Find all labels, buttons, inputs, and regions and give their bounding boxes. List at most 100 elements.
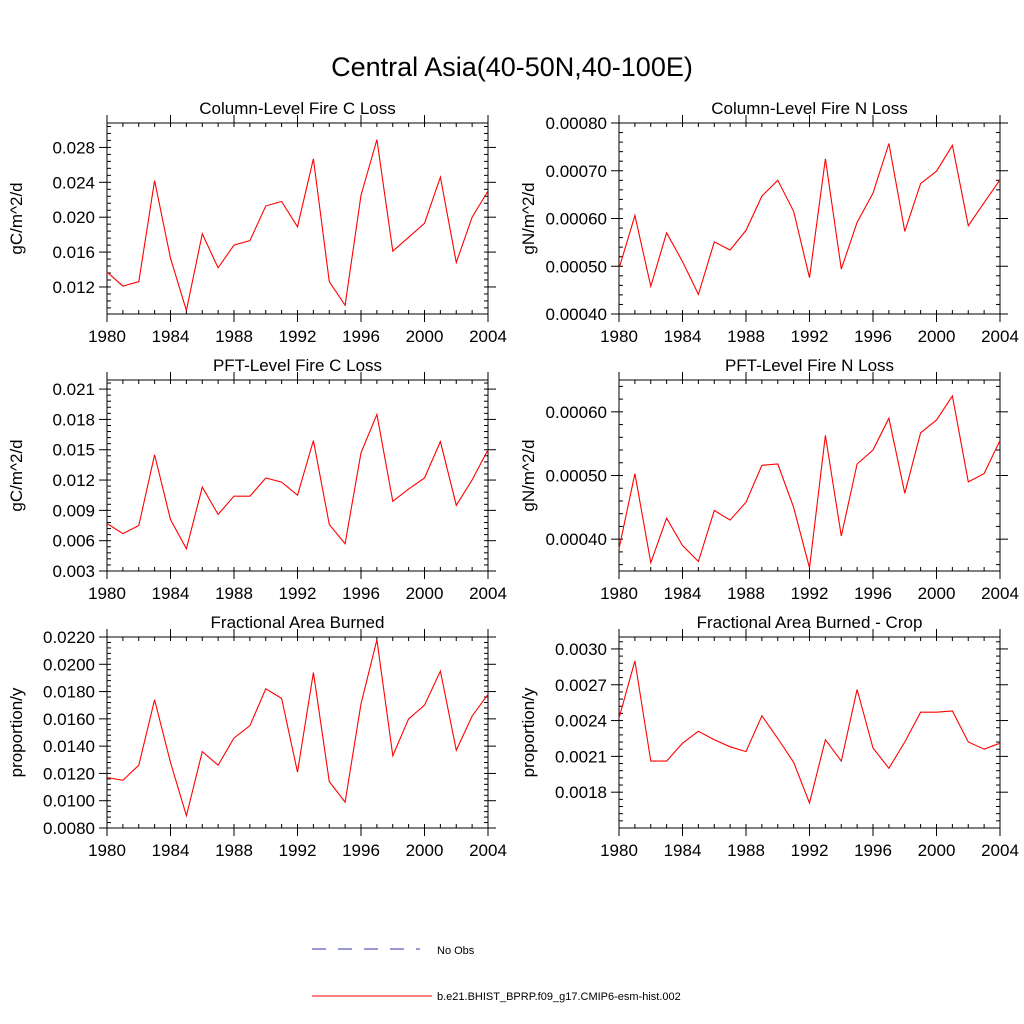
plot-frame — [106, 122, 489, 315]
figure-title: Central Asia(40-50N,40-100E) — [331, 52, 693, 82]
chart-panel: PFT-Level Fire C Loss gC/m^2/d 1980 1984 198… — [7, 356, 507, 603]
x-tick-label: 1992 — [791, 327, 829, 346]
series-line — [618, 394, 1001, 568]
x-tick-label: 1988 — [215, 327, 253, 346]
chart-panel: Column-Level Fire C Loss gC/m^2/d 1980 1984… — [7, 99, 507, 346]
legend-model-label: b.e21.BHIST_BPRP.f09_g17.CMIP6-esm-hist.… — [437, 991, 681, 1003]
series-line — [106, 639, 489, 818]
y-tick-label: 0.015 — [52, 441, 95, 460]
x-tick-label: 1984 — [664, 841, 702, 860]
x-tick-label: 1984 — [152, 327, 190, 346]
x-tick-label: 2004 — [469, 327, 507, 346]
x-tick-label: 1992 — [279, 841, 317, 860]
x-tick-label: 1992 — [279, 584, 317, 603]
x-tick-label: 2004 — [469, 584, 507, 603]
panel-title: PFT-Level Fire N Loss — [725, 356, 894, 375]
x-tick-label: 1996 — [854, 584, 892, 603]
y-tick-label: 0.018 — [52, 410, 95, 429]
series-line — [618, 143, 1001, 296]
x-tick-label: 1996 — [342, 327, 380, 346]
y-tick-label: 0.0200 — [43, 655, 95, 674]
x-tick-label: 1980 — [88, 584, 126, 603]
x-tick-label: 1984 — [664, 327, 702, 346]
panels: Column-Level Fire C Loss gC/m^2/d 1980 1984… — [7, 99, 1019, 860]
y-tick-label: 0.00060 — [546, 210, 607, 229]
y-axis-label: gN/m^2/d — [519, 439, 538, 511]
x-tick-label: 2004 — [469, 841, 507, 860]
y-tick-label: 0.021 — [52, 380, 95, 399]
x-tick-label: 1996 — [854, 841, 892, 860]
legend-obs-label: No Obs — [437, 945, 475, 957]
y-tick-label: 0.0120 — [43, 764, 95, 783]
x-tick-label: 1992 — [791, 584, 829, 603]
y-tick-label: 0.0030 — [555, 640, 607, 659]
y-tick-label: 0.00050 — [546, 467, 607, 486]
x-tick-label: 1980 — [600, 584, 638, 603]
x-tick-label: 2000 — [406, 327, 444, 346]
x-tick-label: 1988 — [727, 584, 765, 603]
chart-panel: Column-Level Fire N Loss gN/m^2/d 1980 1984… — [519, 99, 1019, 346]
y-axis-label: gC/m^2/d — [7, 182, 26, 254]
x-tick-label: 1996 — [342, 841, 380, 860]
y-tick-label: 0.0100 — [43, 792, 95, 811]
x-tick-label: 2004 — [981, 327, 1019, 346]
x-tick-label: 1980 — [600, 327, 638, 346]
plot-frame — [618, 122, 1001, 315]
y-tick-label: 0.0024 — [555, 712, 607, 731]
x-tick-label: 1992 — [791, 841, 829, 860]
y-axis-label: gC/m^2/d — [7, 439, 26, 511]
x-tick-label: 1992 — [279, 327, 317, 346]
chart-panel: PFT-Level Fire N Loss gN/m^2/d 1980 1984 198… — [519, 356, 1019, 603]
x-tick-label: 2000 — [918, 584, 956, 603]
y-tick-label: 0.024 — [52, 173, 95, 192]
y-tick-label: 0.0220 — [43, 628, 95, 647]
y-tick-label: 0.00040 — [546, 305, 607, 324]
x-tick-label: 1988 — [727, 327, 765, 346]
x-tick-label: 1996 — [854, 327, 892, 346]
x-tick-label: 1996 — [342, 584, 380, 603]
x-tick-label: 1980 — [88, 841, 126, 860]
x-tick-label: 1988 — [215, 841, 253, 860]
chart-panel: Fractional Area Burned proportion/y 1980 19… — [7, 613, 507, 860]
x-tick-label: 2000 — [918, 327, 956, 346]
y-tick-label: 0.006 — [52, 532, 95, 551]
panel-title: Fractional Area Burned - Crop — [697, 613, 923, 632]
y-tick-label: 0.0021 — [555, 747, 607, 766]
series-line — [106, 139, 489, 311]
x-tick-label: 2004 — [981, 584, 1019, 603]
y-axis-label: proportion/y — [519, 687, 538, 777]
plot-frame — [106, 636, 489, 829]
y-tick-label: 0.020 — [52, 208, 95, 227]
y-tick-label: 0.012 — [52, 471, 95, 490]
panel-title: PFT-Level Fire C Loss — [213, 356, 382, 375]
y-tick-label: 0.0080 — [43, 819, 95, 838]
x-tick-label: 2000 — [406, 584, 444, 603]
y-axis-label: gN/m^2/d — [519, 182, 538, 254]
y-tick-label: 0.0180 — [43, 683, 95, 702]
x-tick-label: 1988 — [215, 584, 253, 603]
x-tick-label: 1980 — [600, 841, 638, 860]
y-tick-label: 0.00070 — [546, 162, 607, 181]
x-tick-label: 2000 — [406, 841, 444, 860]
x-tick-label: 2004 — [981, 841, 1019, 860]
y-tick-label: 0.012 — [52, 278, 95, 297]
x-tick-label: 1980 — [88, 327, 126, 346]
x-tick-label: 1988 — [727, 841, 765, 860]
x-tick-label: 2000 — [918, 841, 956, 860]
y-tick-label: 0.0018 — [555, 783, 607, 802]
series-line — [618, 660, 1001, 805]
y-tick-label: 0.003 — [52, 562, 95, 581]
plot-frame — [618, 379, 1001, 572]
y-tick-label: 0.0140 — [43, 737, 95, 756]
x-tick-label: 1984 — [152, 841, 190, 860]
y-tick-label: 0.00050 — [546, 257, 607, 276]
y-tick-label: 0.009 — [52, 501, 95, 520]
y-tick-label: 0.0027 — [555, 676, 607, 695]
y-tick-label: 0.0160 — [43, 710, 95, 729]
panel-title: Column-Level Fire N Loss — [711, 99, 908, 118]
y-tick-label: 0.00060 — [546, 403, 607, 422]
chart-panel: Fractional Area Burned - Crop proportion/… — [519, 613, 1019, 860]
y-axis-label: proportion/y — [7, 687, 26, 777]
y-tick-label: 0.00080 — [546, 114, 607, 133]
y-tick-label: 0.028 — [52, 138, 95, 157]
